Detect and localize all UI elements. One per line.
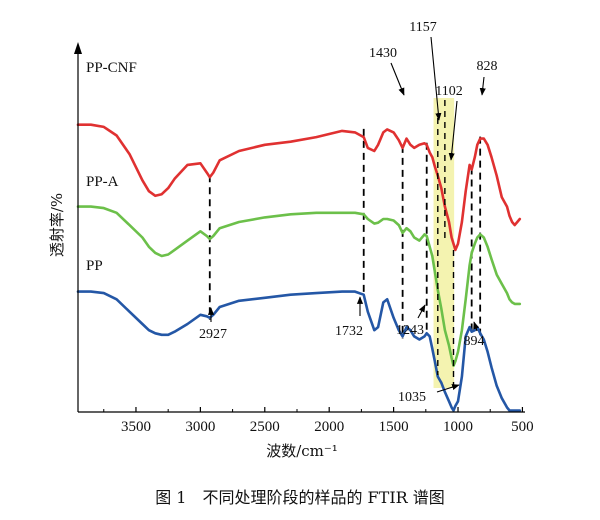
annotation-label-1035: 1035	[398, 390, 426, 405]
series-line-pp-a	[76, 205, 522, 368]
x-tick-label-2500: 2500	[250, 419, 280, 435]
y-axis-arrow	[74, 42, 82, 54]
x-tick-label-3500: 3500	[121, 419, 151, 435]
annotation-label-1157: 1157	[409, 20, 436, 35]
annotation-arrow-1157	[430, 36, 442, 121]
annotation-label-1102: 1102	[435, 84, 462, 99]
annotation-label-1430: 1430	[369, 46, 397, 61]
x-tick-label-1000: 1000	[443, 419, 473, 435]
annotation-label-828: 828	[477, 59, 498, 74]
annotation-label-2927: 2927	[199, 327, 227, 342]
series-label-pp-cnf: PP-CNF	[86, 60, 137, 76]
series-label-pp-a: PP-A	[86, 174, 119, 190]
annotation-arrow-828	[479, 76, 486, 96]
annotation-arrow-1102	[448, 100, 458, 161]
x-tick-label-500: 500	[511, 419, 534, 435]
annotation-arrow-894	[473, 321, 480, 332]
annotation-arrow-1430	[390, 62, 405, 96]
figure-caption: 图 1 不同处理阶段的样品的 FTIR 谱图	[155, 488, 445, 507]
x-tick-label-3000: 3000	[185, 419, 215, 435]
series-line-pp	[76, 290, 522, 412]
x-tick-label-1500: 1500	[379, 419, 409, 435]
annotation-label-894: 894	[464, 334, 485, 349]
series-line-pp-cnf	[76, 123, 522, 252]
y-axis-label: 透射率/%	[48, 193, 66, 257]
series-label-pp: PP	[86, 258, 103, 274]
annotation-arrow-1243	[417, 304, 426, 319]
highlight-band	[433, 98, 455, 388]
annotation-label-1732: 1732	[335, 324, 363, 339]
annotation-arrow-1035	[436, 384, 460, 393]
x-tick-label-2000: 2000	[314, 419, 344, 435]
x-axis-label: 波数/cm⁻¹	[266, 442, 338, 460]
annotation-label-1243: 1243	[396, 323, 424, 338]
